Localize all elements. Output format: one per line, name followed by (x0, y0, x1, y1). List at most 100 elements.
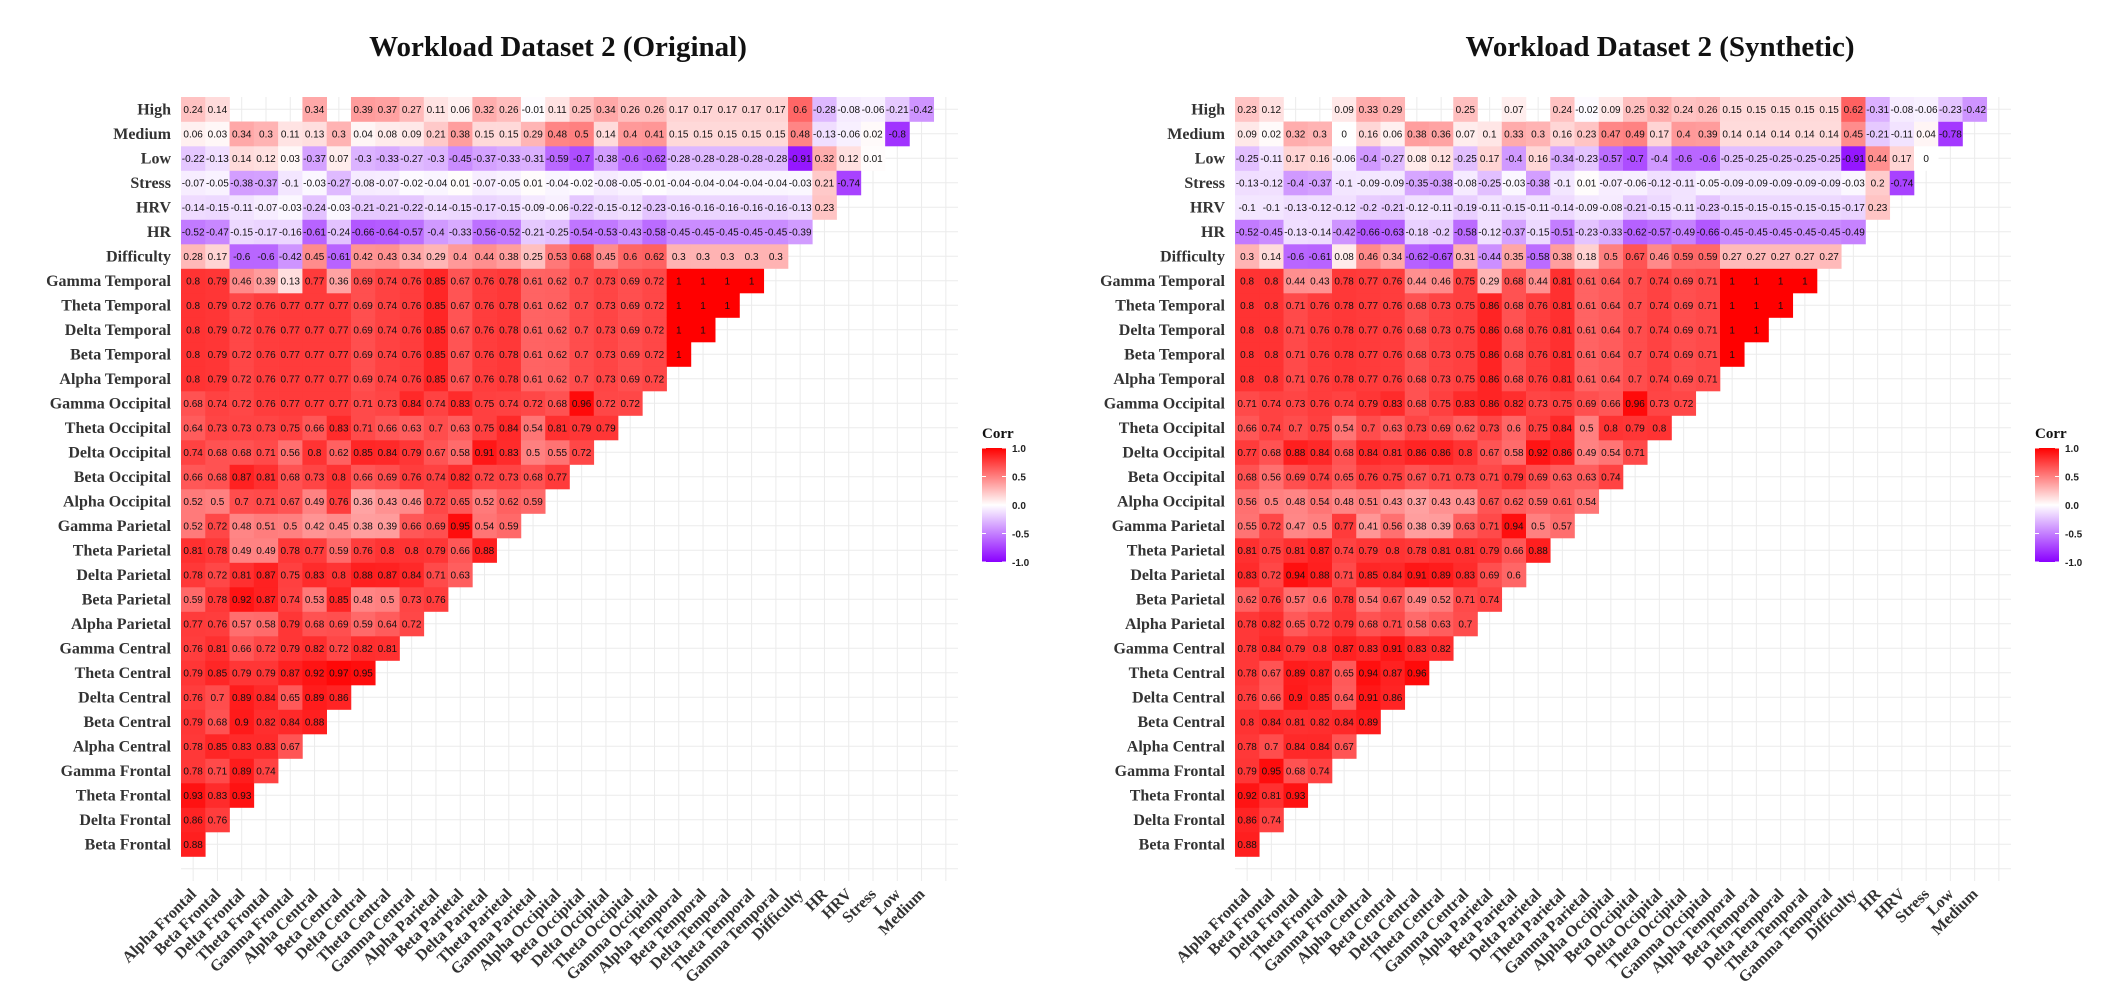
heatmap-cell (1259, 513, 1284, 539)
heatmap-cell (1259, 97, 1284, 122)
cell-value-label: -0.09 (1769, 178, 1792, 189)
heatmap-cell (1404, 121, 1430, 147)
cell-value-label: 0.88 (353, 570, 373, 581)
cell-value-label: 0.73 (1456, 472, 1476, 483)
cell-value-label: -0.12 (1308, 203, 1331, 214)
cell-value-label: -0.09 (1721, 178, 1744, 189)
heatmap-cell (1356, 219, 1381, 245)
heatmap-cell (1307, 244, 1333, 269)
cell-value-label: 0.82 (305, 644, 325, 655)
heatmap-cell (253, 636, 279, 661)
cell-value-label: -0.42 (1963, 105, 1986, 116)
y-tick-label: Theta Frontal (76, 787, 172, 804)
heatmap-cell (302, 489, 327, 514)
heatmap-cell (812, 170, 837, 196)
cell-value-label: 0.67 (450, 301, 470, 312)
cell-value-label: 0.65 (1286, 619, 1306, 630)
heatmap-cell (1404, 391, 1430, 416)
heatmap-cell (278, 734, 303, 759)
heatmap-cell (1453, 538, 1478, 563)
y-tick-label: Alpha Parietal (71, 616, 172, 633)
cell-value-label: 0.8 (186, 374, 200, 385)
y-tick-label: Theta Central (75, 665, 172, 682)
heatmap-cell (326, 660, 352, 686)
heatmap-cell (1283, 783, 1309, 808)
heatmap-cell (1429, 513, 1454, 539)
cell-value-label: 0.79 (1480, 546, 1500, 557)
heatmap-cell (375, 219, 400, 245)
heatmap-cell (1235, 146, 1260, 171)
cell-value-label: -0.54 (570, 227, 593, 238)
cell-value-label: -0.45 (692, 227, 715, 238)
cell-value-label: 0.14 (1771, 129, 1791, 140)
cell-value-label: 0.95 (1262, 766, 1282, 777)
heatmap-cell (1477, 489, 1503, 514)
cell-value-label: 0.29 (1480, 276, 1500, 287)
heatmap-cell (1235, 685, 1260, 710)
cell-value-label: 0.71 (1698, 350, 1718, 361)
heatmap-cell (618, 342, 643, 367)
cell-value-label: 0.62 (499, 497, 519, 508)
cell-value-label: 0.73 (256, 423, 276, 434)
cell-value-label: 0.83 (450, 399, 470, 410)
cell-value-label: 0.75 (1456, 301, 1476, 312)
heatmap-cell (1356, 513, 1381, 539)
heatmap-cell (399, 464, 425, 490)
heatmap-cell (618, 293, 643, 318)
cell-value-label: 0.82 (1431, 644, 1451, 655)
cell-value-label: -0.25 (1454, 154, 1477, 165)
cell-value-label: 0.29 (1383, 105, 1403, 116)
cell-value-label: 0.73 (596, 276, 616, 287)
heatmap-cell (1283, 244, 1309, 269)
cell-value-label: -0.07 (376, 178, 399, 189)
heatmap-cell (229, 685, 255, 710)
heatmap-cell (472, 219, 497, 245)
heatmap-cell (326, 538, 352, 563)
heatmap-cell (423, 538, 449, 563)
cell-value-label: 0.75 (475, 423, 495, 434)
cell-value-label: 0.81 (548, 423, 568, 434)
heatmap-cell (666, 146, 692, 171)
heatmap-cell (642, 293, 667, 318)
heatmap-cell (1307, 342, 1333, 367)
cell-value-label: 0.62 (645, 252, 665, 263)
cell-value-label: 0.45 (305, 252, 325, 263)
y-tick-label: Delta Temporal (65, 322, 172, 339)
cell-value-label: 0.09 (1601, 105, 1621, 116)
heatmap-cell (1429, 146, 1454, 171)
heatmap-cell (642, 317, 667, 343)
cell-value-label: -0.64 (376, 227, 399, 238)
cell-value-label: 0.72 (232, 399, 252, 410)
cell-value-label: 0.86 (329, 693, 349, 704)
heatmap-cell (520, 464, 546, 490)
cell-value-label: 0.04 (353, 129, 373, 140)
heatmap-cell (1332, 219, 1357, 245)
cell-value-label: 0.15 (742, 129, 762, 140)
heatmap-cell (593, 170, 619, 196)
heatmap-cell (1356, 660, 1381, 686)
heatmap-cell (229, 660, 255, 686)
heatmap-cell (1259, 342, 1284, 367)
heatmap-cell (472, 268, 497, 294)
heatmap-cell (520, 146, 546, 171)
cell-value-label: 0.78 (1334, 301, 1354, 312)
cell-value-label: 0.8 (1652, 423, 1666, 434)
cell-value-label: 0.72 (329, 644, 349, 655)
cell-value-label: -0.16 (667, 203, 690, 214)
cell-value-label: -0.22 (570, 203, 593, 214)
cell-value-label: 0.77 (1359, 301, 1379, 312)
cell-value-label: 0.69 (1674, 276, 1694, 287)
heatmap-cell (302, 464, 327, 490)
cell-value-label: -0.62 (1624, 227, 1647, 238)
heatmap-cell (496, 391, 522, 416)
heatmap-cell (472, 293, 497, 318)
heatmap-cell (860, 97, 886, 122)
heatmap-cell (860, 146, 886, 171)
cell-value-label: 0.73 (1431, 325, 1451, 336)
cell-value-label: 0.08 (1334, 252, 1354, 263)
cell-value-label: -0.21 (886, 105, 909, 116)
heatmap-cell (399, 415, 425, 441)
heatmap-cell (375, 170, 400, 196)
cell-value-label: -0.03 (1502, 178, 1525, 189)
cell-value-label: 0.12 (839, 154, 859, 165)
